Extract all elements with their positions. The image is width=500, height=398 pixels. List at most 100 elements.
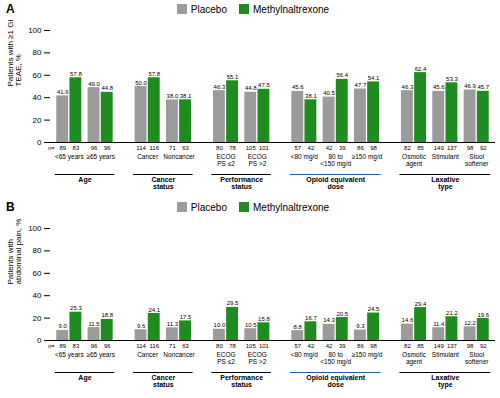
svg-text:96: 96 xyxy=(104,343,111,349)
svg-text:96: 96 xyxy=(91,145,98,151)
svg-text:44.8: 44.8 xyxy=(101,85,113,91)
svg-text:96: 96 xyxy=(104,145,111,151)
svg-text:38.0: 38.0 xyxy=(167,93,179,99)
svg-text:25.3: 25.3 xyxy=(70,305,82,311)
svg-text:47.5: 47.5 xyxy=(258,82,270,88)
svg-text:Opioid equivalentdose: Opioid equivalentdose xyxy=(306,176,365,190)
svg-text:Osmoticagent: Osmoticagent xyxy=(402,351,427,366)
svg-text:57: 57 xyxy=(294,145,301,151)
svg-text:24.1: 24.1 xyxy=(148,307,160,313)
svg-text:82: 82 xyxy=(404,145,411,151)
svg-text:46.9: 46.9 xyxy=(464,83,476,89)
svg-text:45.6: 45.6 xyxy=(433,84,445,90)
svg-text:Patients with ≥1 GITEAE, %: Patients with ≥1 GITEAE, % xyxy=(6,19,23,86)
svg-text:80: 80 xyxy=(33,48,42,57)
svg-text:98: 98 xyxy=(467,343,474,349)
svg-text:38.1: 38.1 xyxy=(180,93,192,99)
svg-text:29.5: 29.5 xyxy=(227,300,239,306)
svg-text:137: 137 xyxy=(447,343,458,349)
svg-text:80 to<150 mg/d: 80 to<150 mg/d xyxy=(320,351,351,366)
svg-text:40: 40 xyxy=(33,93,42,102)
svg-text:15.8: 15.8 xyxy=(258,316,270,322)
svg-text:Laxativetype: Laxativetype xyxy=(431,374,459,389)
svg-text:44.8: 44.8 xyxy=(245,85,257,91)
svg-text:Cancer: Cancer xyxy=(137,351,159,358)
svg-text:83: 83 xyxy=(73,145,80,151)
svg-text:Opioid equivalentdose: Opioid equivalentdose xyxy=(306,374,365,388)
svg-text:Cancerstatus: Cancerstatus xyxy=(151,374,175,388)
svg-text:ECOGPS >2: ECOGPS >2 xyxy=(248,153,267,167)
svg-text:105: 105 xyxy=(246,343,257,349)
svg-text:83: 83 xyxy=(73,343,80,349)
svg-text:Osmoticagent: Osmoticagent xyxy=(402,153,427,168)
svg-text:<80 mg/d: <80 mg/d xyxy=(291,351,319,359)
svg-text:42: 42 xyxy=(326,145,333,151)
svg-text:92: 92 xyxy=(480,145,487,151)
svg-text:63: 63 xyxy=(182,343,189,349)
svg-text:Stoolsoftener: Stoolsoftener xyxy=(465,153,489,167)
svg-text:42: 42 xyxy=(308,343,315,349)
svg-text:n=: n= xyxy=(48,343,55,349)
svg-text:18.8: 18.8 xyxy=(101,312,113,318)
svg-text:Stimulant: Stimulant xyxy=(432,153,459,160)
svg-text:9.6: 9.6 xyxy=(137,323,146,329)
svg-text:89: 89 xyxy=(59,343,66,349)
svg-text:149: 149 xyxy=(434,343,445,349)
svg-text:96: 96 xyxy=(91,343,98,349)
svg-text:21.2: 21.2 xyxy=(446,310,458,316)
svg-text:Noncancer: Noncancer xyxy=(163,351,195,358)
svg-text:9.0: 9.0 xyxy=(59,323,68,329)
svg-text:17.5: 17.5 xyxy=(180,314,192,320)
svg-text:11.5: 11.5 xyxy=(88,321,100,327)
svg-text:92: 92 xyxy=(480,343,487,349)
svg-text:101: 101 xyxy=(259,343,270,349)
svg-text:60: 60 xyxy=(33,269,42,278)
svg-text:Age: Age xyxy=(78,176,91,184)
svg-text:137: 137 xyxy=(447,145,458,151)
svg-text:0: 0 xyxy=(37,138,42,147)
svg-text:20: 20 xyxy=(33,116,42,125)
svg-text:42: 42 xyxy=(326,343,333,349)
svg-text:Cancer: Cancer xyxy=(137,153,159,160)
svg-text:14.6: 14.6 xyxy=(402,317,414,323)
svg-text:80 to<150 mg/d: 80 to<150 mg/d xyxy=(320,153,351,168)
svg-text:98: 98 xyxy=(467,145,474,151)
svg-text:57: 57 xyxy=(294,343,301,349)
svg-text:47.7: 47.7 xyxy=(355,82,367,88)
svg-text:116: 116 xyxy=(149,343,159,349)
svg-text:100: 100 xyxy=(28,224,42,233)
svg-text:n=: n= xyxy=(48,145,55,151)
svg-text:42: 42 xyxy=(308,145,315,151)
svg-text:19.6: 19.6 xyxy=(477,312,489,318)
svg-text:10.5: 10.5 xyxy=(245,322,257,328)
svg-text:20.5: 20.5 xyxy=(336,311,348,317)
svg-text:Patients withabdominal pain, %: Patients withabdominal pain, % xyxy=(6,219,23,285)
svg-text:ECOGPS ≤2: ECOGPS ≤2 xyxy=(216,153,235,167)
svg-text:Stimulant: Stimulant xyxy=(432,351,459,358)
svg-text:98: 98 xyxy=(370,145,377,151)
svg-text:9.3: 9.3 xyxy=(356,323,365,329)
svg-text:80: 80 xyxy=(33,246,42,255)
svg-text:12.2: 12.2 xyxy=(464,320,476,326)
svg-text:116: 116 xyxy=(149,145,159,151)
svg-text:71: 71 xyxy=(169,145,176,151)
svg-text:29.4: 29.4 xyxy=(415,301,427,307)
svg-text:98: 98 xyxy=(370,343,377,349)
svg-text:57.8: 57.8 xyxy=(70,71,82,77)
svg-text:71: 71 xyxy=(169,343,176,349)
svg-text:78: 78 xyxy=(229,343,236,349)
svg-text:<80 mg/d: <80 mg/d xyxy=(291,153,319,161)
svg-text:45.7: 45.7 xyxy=(477,84,489,90)
svg-text:40: 40 xyxy=(33,291,42,300)
svg-text:60: 60 xyxy=(33,71,42,80)
svg-text:20: 20 xyxy=(33,314,42,323)
svg-text:≥65 years: ≥65 years xyxy=(86,351,115,359)
svg-text:Stoolsoftener: Stoolsoftener xyxy=(465,351,489,365)
svg-text:114: 114 xyxy=(136,343,146,349)
svg-text:10.0: 10.0 xyxy=(214,322,226,328)
svg-text:46.3: 46.3 xyxy=(402,84,414,90)
svg-text:57.8: 57.8 xyxy=(148,71,160,77)
svg-text:85: 85 xyxy=(417,343,424,349)
svg-text:≥150 mg/d: ≥150 mg/d xyxy=(352,153,383,161)
svg-text:<65 years: <65 years xyxy=(55,153,84,161)
